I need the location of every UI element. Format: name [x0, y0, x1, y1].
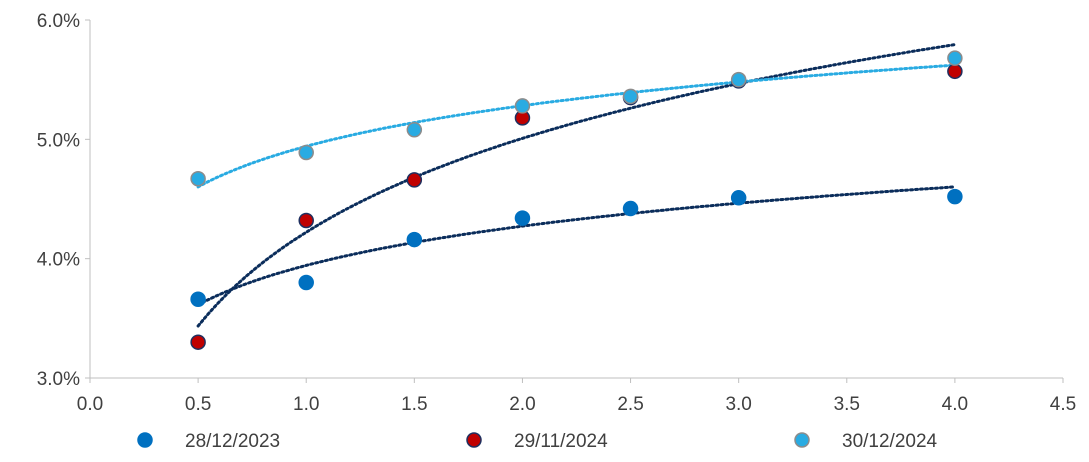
data-point [514, 210, 531, 226]
legend-label: 30/12/2024 [842, 431, 938, 452]
x-tick-label: 1.0 [293, 394, 319, 415]
legend-marker [137, 432, 153, 448]
x-tick-label: 0.5 [185, 394, 211, 415]
data-point [730, 190, 747, 206]
y-tick-label: 6.0% [37, 11, 80, 32]
data-point [190, 170, 206, 187]
legend: 28/12/2023 29/11/2024 30/12/2024 [137, 431, 938, 452]
legend-label: 29/11/2024 [514, 431, 608, 452]
data-point [622, 200, 639, 217]
y-tick-label: 5.0% [37, 130, 80, 151]
legend-label: 28/12/2023 [185, 431, 280, 452]
x-tick-label: 0.0 [77, 394, 103, 415]
legend-marker [794, 432, 810, 448]
trendline [196, 63, 957, 189]
x-tick-label: 3.5 [834, 394, 860, 415]
data-point [190, 291, 206, 307]
x-tick-label: 4.5 [1050, 394, 1076, 415]
y-tick-label: 4.0% [37, 250, 80, 271]
x-tick-label: 3.0 [725, 394, 751, 415]
axes: 3.0% 4.0% 5.0% 6.0% 0.0 0.5 1.0 1.5 2.0 2.5 3.0 3.5… [37, 11, 1077, 415]
trendlines [196, 43, 957, 328]
x-tick-label: 2.0 [509, 394, 535, 415]
trendline [196, 185, 957, 307]
x-tick-label: 1.5 [401, 394, 427, 415]
data-points [190, 50, 963, 350]
data-point [298, 212, 314, 229]
data-point [622, 88, 639, 105]
data-point [947, 63, 963, 80]
data-point [406, 231, 423, 248]
data-point [190, 334, 206, 350]
data-point [947, 50, 963, 66]
data-point [406, 122, 423, 138]
data-point [514, 98, 531, 114]
data-point [298, 144, 314, 161]
data-point [406, 172, 423, 188]
x-tick-label: 4.0 [942, 394, 968, 415]
data-point [298, 274, 314, 291]
y-tick-label: 3.0% [37, 369, 80, 390]
legend-marker [466, 432, 482, 448]
trendline [196, 43, 957, 328]
x-tick-label: 2.5 [617, 394, 643, 415]
data-point [947, 188, 963, 205]
data-point [730, 71, 747, 88]
